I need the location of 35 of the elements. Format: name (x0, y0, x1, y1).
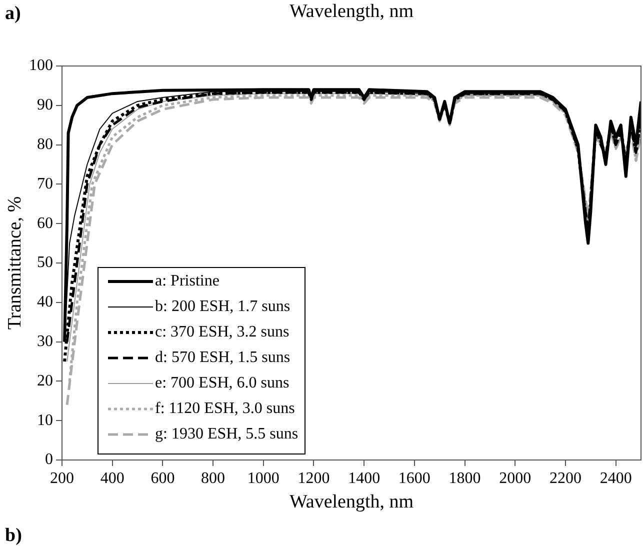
legend-label: d: 570 ESH, 1.5 suns (155, 349, 290, 366)
legend-label: c: 370 ESH, 3.2 suns (155, 324, 290, 341)
x-tick-label: 1200 (298, 470, 330, 487)
text: Wavelength, nm (289, 0, 414, 22)
y-tick-label: 50 (37, 254, 53, 272)
y-tick-label: 20 (37, 372, 53, 390)
x-tick-label: 200 (50, 470, 74, 487)
x-axis-title: Wavelength, nm (289, 492, 414, 513)
legend-label: g: 1930 ESH, 5.5 suns (155, 426, 298, 443)
x-tick-label: 600 (150, 470, 175, 487)
x-tick-label: 1800 (448, 470, 481, 487)
y-tick-label: 70 (37, 175, 53, 192)
x-tick-label: 800 (201, 470, 226, 487)
x-tick-label: 1600 (398, 470, 430, 487)
legend-label: a: Pristine (155, 272, 220, 290)
y-tick-label: 0 (45, 451, 53, 468)
y-tick-label: 80 (37, 136, 53, 154)
y-tick-label: 60 (37, 214, 53, 232)
y-axis-title: Transmittance, % (4, 196, 26, 330)
legend-label: f: 1120 ESH, 3.0 suns (155, 400, 295, 418)
legend-label: b: 200 ESH, 1.7 suns (155, 298, 290, 316)
x-tick-label: 2000 (499, 470, 532, 487)
text: a) (5, 2, 21, 24)
text: b) (5, 524, 22, 546)
x-tick-label: 2400 (600, 470, 632, 487)
x-tick-label: 2200 (549, 470, 582, 487)
legend-label: e: 700 ESH, 6.0 suns (155, 374, 290, 392)
y-tick-label: 40 (37, 294, 53, 311)
y-tick-label: 30 (37, 333, 53, 350)
x-tick-label: 1400 (348, 470, 380, 487)
x-tick-label: 1000 (247, 470, 280, 487)
y-tick-label: 10 (37, 412, 53, 429)
y-tick-label: 100 (29, 57, 53, 74)
x-tick-label: 400 (100, 470, 124, 487)
y-tick-label: 90 (37, 96, 53, 114)
